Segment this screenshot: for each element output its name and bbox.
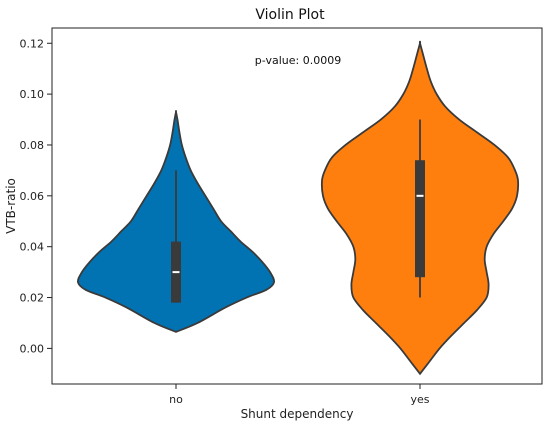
y-tick-label: 0.06	[20, 190, 45, 203]
x-axis-title: Shunt dependency	[241, 407, 354, 421]
iqr-box-yes	[415, 160, 425, 278]
x-tick-label-yes: yes	[410, 393, 429, 406]
y-tick-label: 0.00	[20, 342, 45, 355]
plot-frame	[51, 27, 543, 385]
chart-title: Violin Plot	[255, 7, 325, 23]
y-tick-label: 0.12	[20, 37, 45, 50]
violins-group	[77, 40, 520, 376]
y-tick-label: 0.08	[20, 139, 45, 152]
p-value-annotation: p-value: 0.0009	[255, 54, 341, 67]
y-tick-label: 0.10	[20, 88, 45, 101]
x-axis: no yes	[169, 384, 430, 406]
x-tick-label-no: no	[169, 393, 183, 406]
y-tick-label: 0.02	[20, 292, 45, 305]
y-tick-label: 0.04	[20, 241, 45, 254]
y-axis: 0.00 0.02 0.04 0.06 0.08 0.10 0.12	[20, 37, 52, 355]
y-axis-title: VTB-ratio	[4, 178, 18, 234]
